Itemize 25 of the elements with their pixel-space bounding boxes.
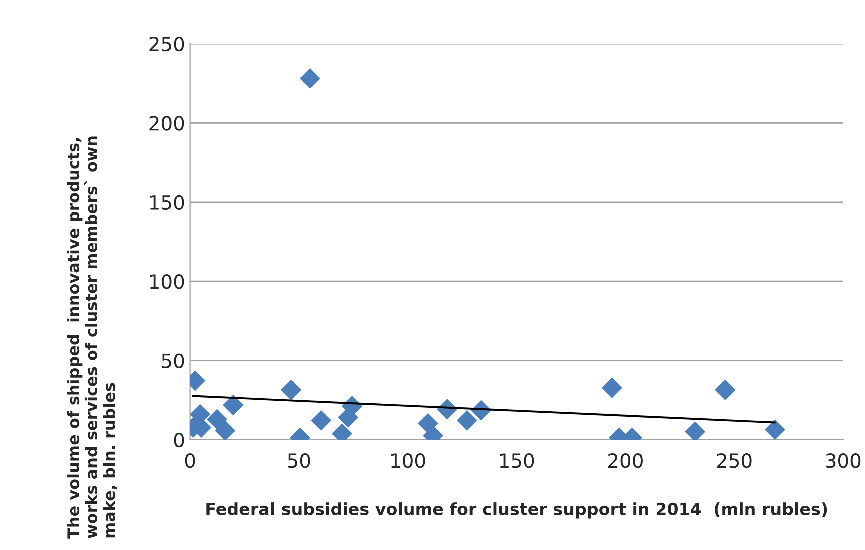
y-tick-label: 0 [174,432,184,448]
point [456,410,478,431]
point [602,378,622,398]
y-tick-label: 150 [150,195,184,210]
point [206,409,228,430]
point [311,410,332,431]
x-tick-label: 150 [500,454,534,468]
x-tick-label: 300 [826,454,861,468]
point [281,380,302,400]
y-tick-label: 50 [162,354,184,368]
x-tick-label: 50 [288,454,310,468]
y-tick-label: 200 [150,116,184,131]
point [215,420,236,440]
point [223,395,244,416]
point [764,420,786,440]
y-axis-title: The volume of shipped innovative products, works and services of cluster members` own make, bln. rubles [67,136,118,539]
y-tick-label: 100 [150,274,184,290]
x-tick-label: 200 [608,454,643,468]
x-tick-label: 250 [717,454,752,468]
x-axis-title: Federal subsidies volume for cluster support in 2014 (mln rubles) [206,502,828,519]
x-tick-label: 100 [392,454,426,468]
point [300,68,321,89]
x-tick-label: 0 [185,454,196,468]
point [715,380,736,400]
y-tick-label: 250 [150,36,184,52]
